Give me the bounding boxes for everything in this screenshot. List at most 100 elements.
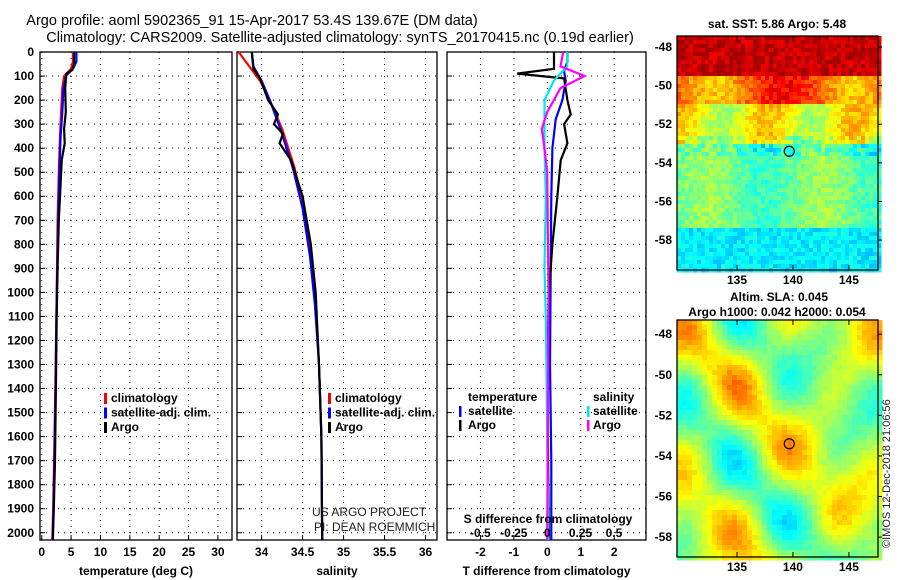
lat-tick-label: -58 [655,233,673,247]
x-tick-label: 15 [123,545,137,559]
x-tick-label: -2 [475,545,486,559]
legend-label: climatology [335,391,402,405]
lon-tick-label: 135 [727,273,747,287]
y-tick-label: 900 [14,261,34,275]
x-tick-label: 5 [68,545,75,559]
legend-title: salinity [593,390,635,404]
y-tick-label: 700 [14,213,34,227]
legend-label: satellite [468,404,513,418]
y-tick-label: 100 [14,69,34,83]
title-line-1: Argo profile: aoml 5902365_91 15-Apr-201… [26,13,477,29]
s-axis-label: S difference from climatology [464,512,633,526]
x-tick-label: 20 [153,545,167,559]
y-tick-label: 1400 [7,382,34,396]
lat-tick-label: -52 [655,408,673,422]
lat-tick-label: -54 [655,156,673,170]
y-tick-label: 0 [27,45,34,59]
map-subtitle: Argo h1000: 0.042 h2000: 0.054 [688,305,866,319]
y-tick-label: 800 [14,237,34,251]
pi-text: PI: DEAN ROEMMICH [314,520,435,534]
lat-tick-label: -48 [655,40,673,54]
y-tick-label: 1600 [7,430,34,444]
y-tick-label: 1500 [7,406,34,420]
argo-location-marker [783,438,795,450]
timestamp-stamp: ©IMOS 12-Dec-2018 21:06:56 [881,399,893,548]
x-tick-label: -1 [509,545,520,559]
x-tick-label: 34.5 [291,545,315,559]
lon-tick-label: 145 [839,560,859,574]
legend-swatch [587,406,590,417]
series-line-salinity-argo [540,51,588,541]
legend-swatch [459,420,462,431]
s-tick-label: -0.25 [500,526,528,540]
legend-swatch [587,420,590,431]
y-tick-label: 300 [14,117,34,131]
y-tick-label: 1100 [8,309,34,323]
plot-frame [236,51,438,541]
legend-label: Argo [335,420,363,434]
y-tick-label: 500 [14,165,34,179]
lon-tick-label: 135 [727,560,747,574]
legend-swatch [328,422,331,433]
y-tick-label: 1800 [7,478,34,492]
lat-tick-label: -54 [655,449,673,463]
legend-label: satellite-adj. clim. [335,406,435,420]
s-tick-label: -0.5 [470,526,491,540]
lat-tick-label: -50 [655,368,673,382]
y-tick-label: 2000 [7,526,34,540]
legend-label: climatology [111,391,178,405]
legend-label: satellite [593,404,638,418]
x-tick-label: 36 [419,545,433,559]
lat-tick-label: -58 [655,530,673,544]
x-tick-label: 2 [611,545,618,559]
x-tick-label: 25 [182,545,196,559]
x-tick-label: 0 [38,545,45,559]
s-tick-label: 0.25 [569,526,593,540]
x-tick-label: 1 [577,545,584,559]
y-tick-label: 1300 [7,358,34,372]
credit-text: US ARGO PROJECT [312,505,427,519]
legend-title: temperature [468,390,538,404]
map-panel-1 [676,35,882,273]
argo-location-marker [783,145,795,157]
plot-frame [39,51,233,541]
lat-tick-label: -52 [655,117,673,131]
x-tick-label: 35.5 [373,545,397,559]
profile-panel-1 [39,51,233,541]
legend-swatch [104,393,107,404]
map-frame [676,35,879,271]
series-line-argo [51,52,76,541]
map-panel-2 [676,319,883,561]
x-axis-label: temperature (deg C) [79,564,193,578]
lat-tick-label: -56 [655,194,673,208]
legend-swatch [459,406,462,417]
series-line-salinity-satellite [543,52,569,541]
profile-panel-3 [446,51,647,541]
legend-swatch [104,422,107,433]
lat-tick-label: -48 [655,327,673,341]
profile-panel-2 [236,51,438,541]
s-tick-label: 0.5 [606,526,623,540]
map-heatmap-cells [677,36,882,273]
lat-tick-label: -56 [655,490,673,504]
y-tick-label: 200 [14,93,34,107]
x-axis-label: salinity [316,564,358,578]
map-frame [676,319,879,558]
legend-label: Argo [593,418,621,432]
y-tick-label: 1900 [7,502,34,516]
s-tick-label: 0 [544,526,551,540]
map-title: sat. SST: 5.86 Argo: 5.48 [708,17,847,31]
lon-tick-label: 140 [783,273,803,287]
y-tick-label: 1200 [7,333,34,347]
y-tick-label: 600 [14,189,34,203]
x-tick-label: 0 [544,545,551,559]
legend-label: satellite-adj. clim. [111,406,211,420]
lon-tick-label: 145 [839,273,859,287]
x-tick-label: 34 [255,545,269,559]
y-tick-label: 1000 [7,285,34,299]
x-axis-label: T difference from climatology [462,564,630,578]
y-tick-label: 400 [14,141,34,155]
x-tick-label: 35 [337,545,351,559]
title-line-2: Climatology: CARS2009. Satellite-adjuste… [46,30,634,46]
legend-label: Argo [111,420,139,434]
